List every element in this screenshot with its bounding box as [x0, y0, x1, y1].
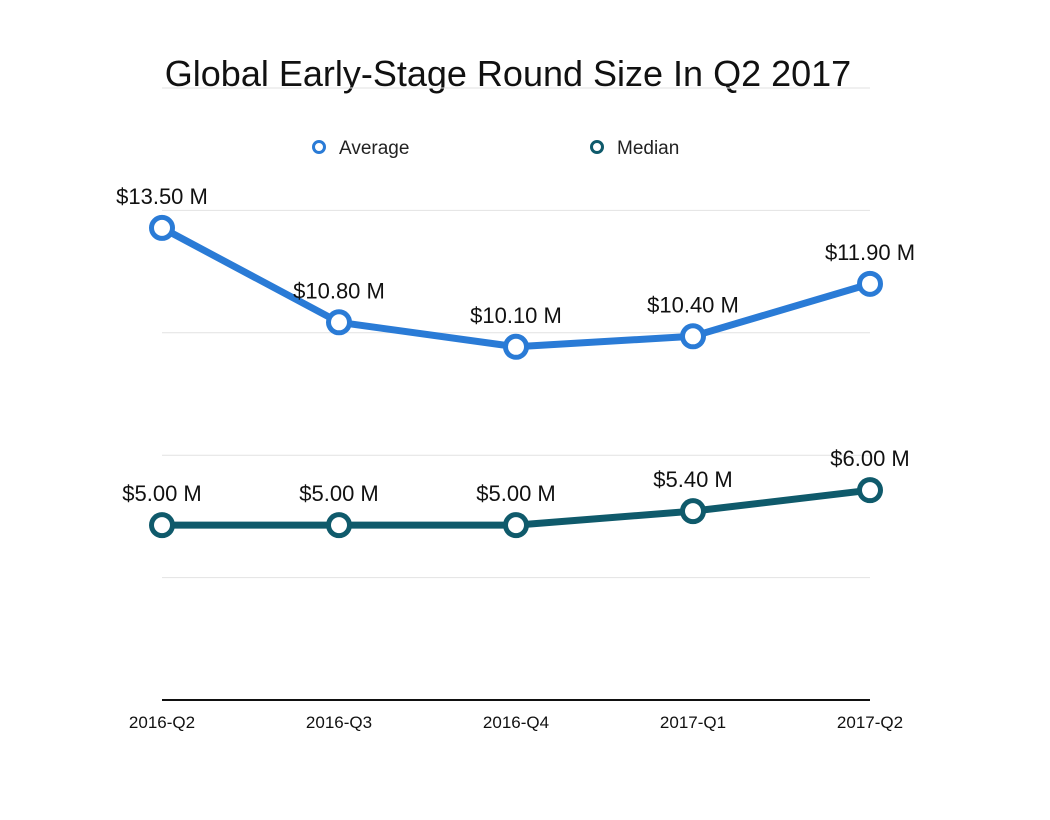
- data-label-average: $10.40 M: [647, 292, 739, 317]
- x-tick-label: 2016-Q2: [129, 713, 195, 732]
- legend-label-median: Median: [617, 138, 679, 159]
- data-point-average: [149, 214, 175, 241]
- data-point-median: [857, 477, 883, 504]
- data-label-median: $5.00 M: [299, 481, 379, 506]
- data-label-average: $11.90 M: [825, 240, 915, 265]
- data-label-median: $5.40 M: [653, 467, 733, 492]
- legend-marker-median: [590, 140, 604, 154]
- series-average: $13.50 M $10.80 M $10.10 M $10.40 M $11.90 M: [116, 184, 915, 360]
- legend-item-average: Average: [312, 138, 409, 159]
- data-point-average: [857, 270, 883, 297]
- chart-title: Global Early-Stage Round Size In Q2 2017: [165, 53, 851, 94]
- gridlines: [162, 87, 870, 579]
- data-point-median: [326, 512, 352, 539]
- data-label-average: $10.80 M: [293, 278, 385, 303]
- legend-label-average: Average: [339, 138, 409, 159]
- data-point-average: [326, 309, 352, 336]
- x-tick-label: 2017-Q2: [837, 713, 903, 732]
- series-line-average: [158, 224, 874, 351]
- data-point-average: [680, 323, 706, 350]
- series-median: $5.00 M $5.00 M $5.00 M $5.40 M $6.00 M: [122, 446, 910, 539]
- x-tick-label: 2016-Q4: [483, 713, 549, 732]
- series-layer: $13.50 M $10.80 M $10.10 M $10.40 M $11.90 M…: [116, 184, 915, 539]
- x-tick-label: 2017-Q1: [660, 713, 726, 732]
- data-label-median: $6.00 M: [830, 446, 910, 471]
- legend: Average Median: [312, 138, 679, 159]
- data-point-median: [149, 512, 175, 539]
- x-axis-tick-labels: 2016-Q2 2016-Q3 2016-Q4 2017-Q1 2017-Q2: [129, 713, 903, 732]
- data-label-median: $5.00 M: [122, 481, 202, 506]
- data-point-median: [503, 512, 529, 539]
- data-label-average: $13.50 M: [116, 184, 208, 209]
- legend-item-median: Median: [590, 138, 679, 159]
- data-point-median: [680, 498, 706, 525]
- legend-marker-average: [312, 140, 326, 154]
- x-tick-label: 2016-Q3: [306, 713, 372, 732]
- data-point-average: [503, 333, 529, 360]
- data-label-average: $10.10 M: [470, 303, 562, 328]
- data-label-median: $5.00 M: [476, 481, 556, 506]
